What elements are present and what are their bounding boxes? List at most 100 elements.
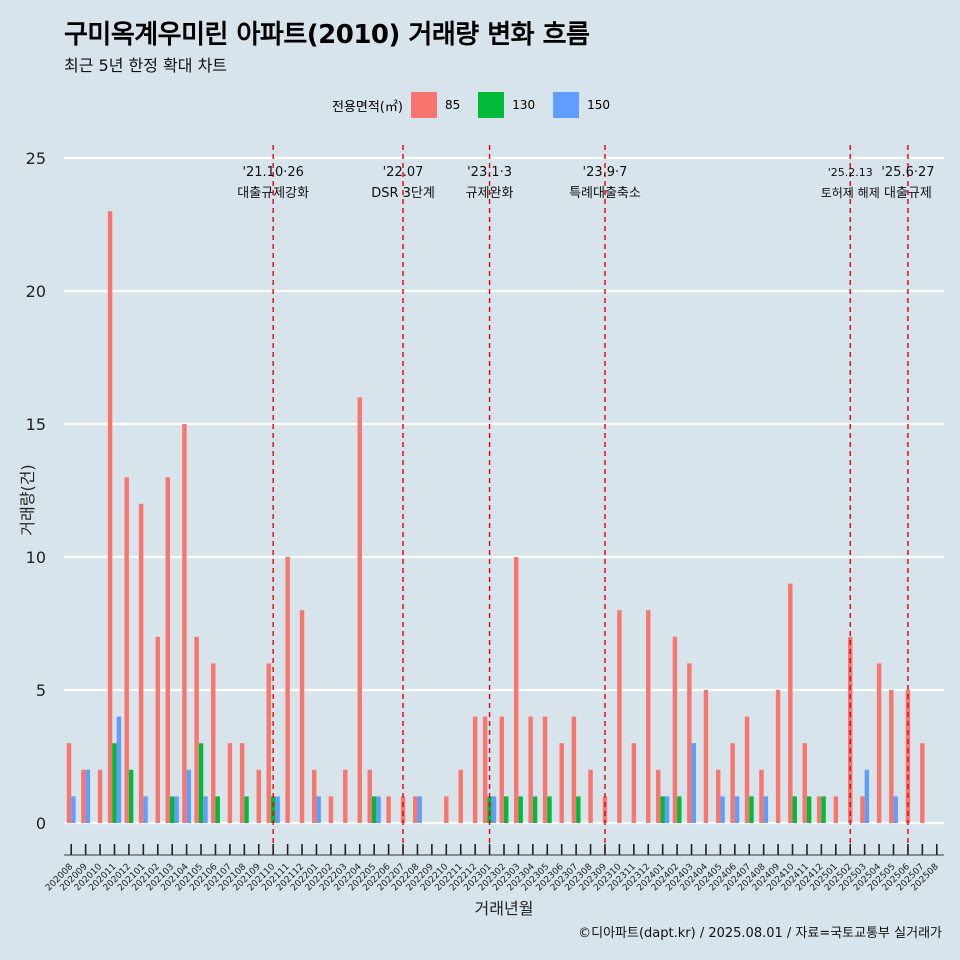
bar-150-202301: [491, 796, 497, 823]
bar-85-202203: [343, 769, 348, 823]
bar-85-202211: [458, 769, 463, 823]
annotation-date: '23.1·3: [467, 165, 512, 180]
bar-85-202309: [602, 796, 608, 823]
bar-85-202207: [400, 796, 406, 823]
annotation-date: '25.2.13: [828, 166, 873, 179]
bar-85-202304: [528, 716, 533, 823]
bar-130-202305: [547, 796, 552, 823]
y-tick-label: 10: [26, 548, 46, 567]
annotation-label: 대출규제강화: [237, 186, 309, 201]
bar-130-202303: [518, 796, 523, 823]
bar-150-202009: [85, 769, 91, 823]
bar-85-202311: [631, 743, 637, 823]
bar-85-202110: [266, 663, 271, 823]
bar-85-202206: [386, 796, 391, 823]
y-axis-title: 거래량(건): [18, 464, 37, 535]
bar-85-202405: [715, 769, 721, 823]
bar-85-202103: [165, 477, 170, 823]
bar-85-202501: [833, 796, 839, 823]
y-tick-label: 20: [26, 282, 46, 301]
bar-150-202505: [893, 796, 898, 823]
bar-85-202108: [239, 743, 245, 823]
annotation-label: 대출규제: [884, 186, 932, 201]
bar-85-202112: [299, 610, 305, 823]
bar-85-202106: [211, 663, 216, 823]
bar-85-202212: [472, 716, 478, 823]
y-tick-label: 15: [26, 415, 46, 434]
bar-85-202104: [182, 424, 187, 823]
annotation-date: '23.9·7: [583, 165, 628, 180]
bar-85-202408: [759, 769, 764, 823]
chart-subtitle: 최근 5년 한정 확대 차트: [64, 56, 228, 75]
bar-130-202307: [576, 796, 581, 823]
bar-130-202011: [112, 743, 117, 823]
y-tick-label: 0: [36, 814, 46, 833]
bar-85-202407: [744, 716, 750, 823]
annotation-label: DSR 3단계: [371, 186, 435, 201]
bar-85-202208: [413, 796, 418, 823]
legend-key-130: [478, 92, 505, 118]
annotation-label: 특례대출축소: [569, 186, 641, 201]
bar-85-202109: [256, 769, 261, 823]
bar-150-202101: [143, 796, 148, 823]
bar-150-202408: [763, 796, 769, 823]
bar-85-202204: [357, 397, 362, 823]
bar-85-202412: [816, 796, 822, 823]
bar-150-202104: [186, 769, 192, 823]
bar-85-202201: [312, 769, 317, 823]
legend-label-130: 130: [512, 98, 536, 112]
bar-85-202205: [367, 769, 372, 823]
bar-150-202110: [275, 796, 280, 823]
legend-key-150: [553, 92, 580, 118]
bar-130-202105: [198, 743, 204, 823]
annotation-date: '21.10·26: [242, 165, 303, 180]
bar-130-202301: [487, 796, 492, 823]
annotations: '21.10·26 대출규제강화 '22.07 DSR 3단계 '23.1·3 규제완화 '…: [237, 145, 935, 855]
bar-85-202502: [848, 636, 853, 823]
bar-85-202011: [107, 211, 113, 823]
bar-130-202110: [270, 796, 276, 823]
bar-85-202406: [730, 743, 735, 823]
bar-85-202504: [876, 663, 882, 823]
bars: [66, 211, 925, 823]
bar-85-202312: [646, 610, 651, 823]
x-axis-title: 거래년월: [475, 899, 534, 918]
chart-title: 구미옥계우미린 아파트(2010) 거래량 변화 흐름: [64, 20, 590, 50]
bar-130-202407: [749, 796, 754, 823]
legend-label-85: 85: [444, 98, 461, 112]
bar-85-202402: [672, 636, 678, 823]
bar-85-202506: [905, 690, 911, 823]
axes: 0510152025202008202009202010202011202012…: [26, 149, 944, 893]
bar-150-202503: [864, 769, 870, 823]
bar-85-202107: [227, 743, 233, 823]
bar-85-202301: [482, 716, 488, 823]
bar-150-202008: [71, 796, 76, 823]
bar-85-202008: [66, 743, 72, 823]
bar-85-202012: [124, 477, 129, 823]
bar-85-202507: [920, 743, 925, 823]
legend-label-150: 150: [587, 98, 611, 112]
bar-130-202012: [128, 769, 134, 823]
bar-85-202505: [889, 690, 894, 823]
bar-150-202405: [720, 796, 725, 823]
bar-130-202411: [806, 796, 812, 823]
bar-130-202205: [371, 796, 377, 823]
bar-130-202302: [504, 796, 509, 823]
bar-85-202302: [499, 716, 504, 823]
bar-150-202205: [376, 796, 381, 823]
bar-130-202106: [215, 796, 220, 823]
bar-85-202409: [775, 690, 781, 823]
bar-150-202403: [691, 743, 696, 823]
bar-85-202308: [588, 769, 593, 823]
y-tick-label: 5: [36, 681, 46, 700]
bar-150-202406: [734, 796, 740, 823]
annotation-date: '22.07: [383, 165, 424, 180]
bar-85-202303: [514, 557, 519, 823]
caption: ©디아파트(dapt.kr) / 2025.08.01 / 자료=국토교통부 실…: [578, 926, 942, 941]
bar-130-202108: [244, 796, 249, 823]
annotation-date: '25.6·27: [881, 165, 934, 180]
bar-85-202305: [542, 716, 548, 823]
bar-85-202111: [285, 557, 290, 823]
bar-85-202404: [703, 690, 709, 823]
